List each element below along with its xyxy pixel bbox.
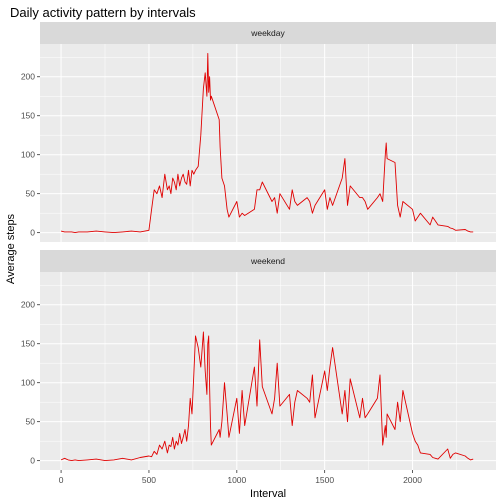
panel-background [40, 272, 496, 470]
x-tick-label: 0 [59, 475, 64, 485]
y-tick-label: 0 [30, 456, 35, 466]
facet-weekday: weekday 0 50 100 150 200 [21, 22, 496, 242]
y-tick-label: 150 [21, 111, 35, 121]
x-tick-label: 1000 [227, 475, 246, 485]
x-axis: 0 500 1000 1500 2000 [59, 470, 422, 485]
series-line-weekday [60, 52, 474, 234]
x-tick-label: 2000 [403, 475, 422, 485]
y-tick-label: 0 [30, 228, 35, 238]
y-tick-label: 200 [21, 300, 35, 310]
facet-strip-label: weekday [250, 28, 285, 38]
facet-strip [40, 22, 496, 44]
series-line-weekend [60, 331, 474, 462]
y-tick-label: 100 [21, 150, 35, 160]
chart-title: Daily activity pattern by intervals [10, 5, 196, 20]
y-tick-label: 50 [26, 189, 36, 199]
facet-strip [40, 250, 496, 272]
y-axis-title: Average steps [5, 213, 17, 284]
x-tick-label: 500 [142, 475, 156, 485]
y-tick-label: 200 [21, 72, 35, 82]
y-tick-label: 100 [21, 378, 35, 388]
panel-background [40, 44, 496, 242]
x-tick-label: 1500 [315, 475, 334, 485]
facet-panels: weekday 0 50 100 150 200 weekend 0 50 100 150 200 [21, 22, 496, 470]
x-axis-title: Interval [250, 488, 286, 500]
y-tick-label: 50 [26, 417, 36, 427]
facet-strip-label: weekend [250, 256, 285, 266]
y-tick-label: 150 [21, 339, 35, 349]
facet-weekend: weekend 0 50 100 150 200 [21, 250, 496, 470]
